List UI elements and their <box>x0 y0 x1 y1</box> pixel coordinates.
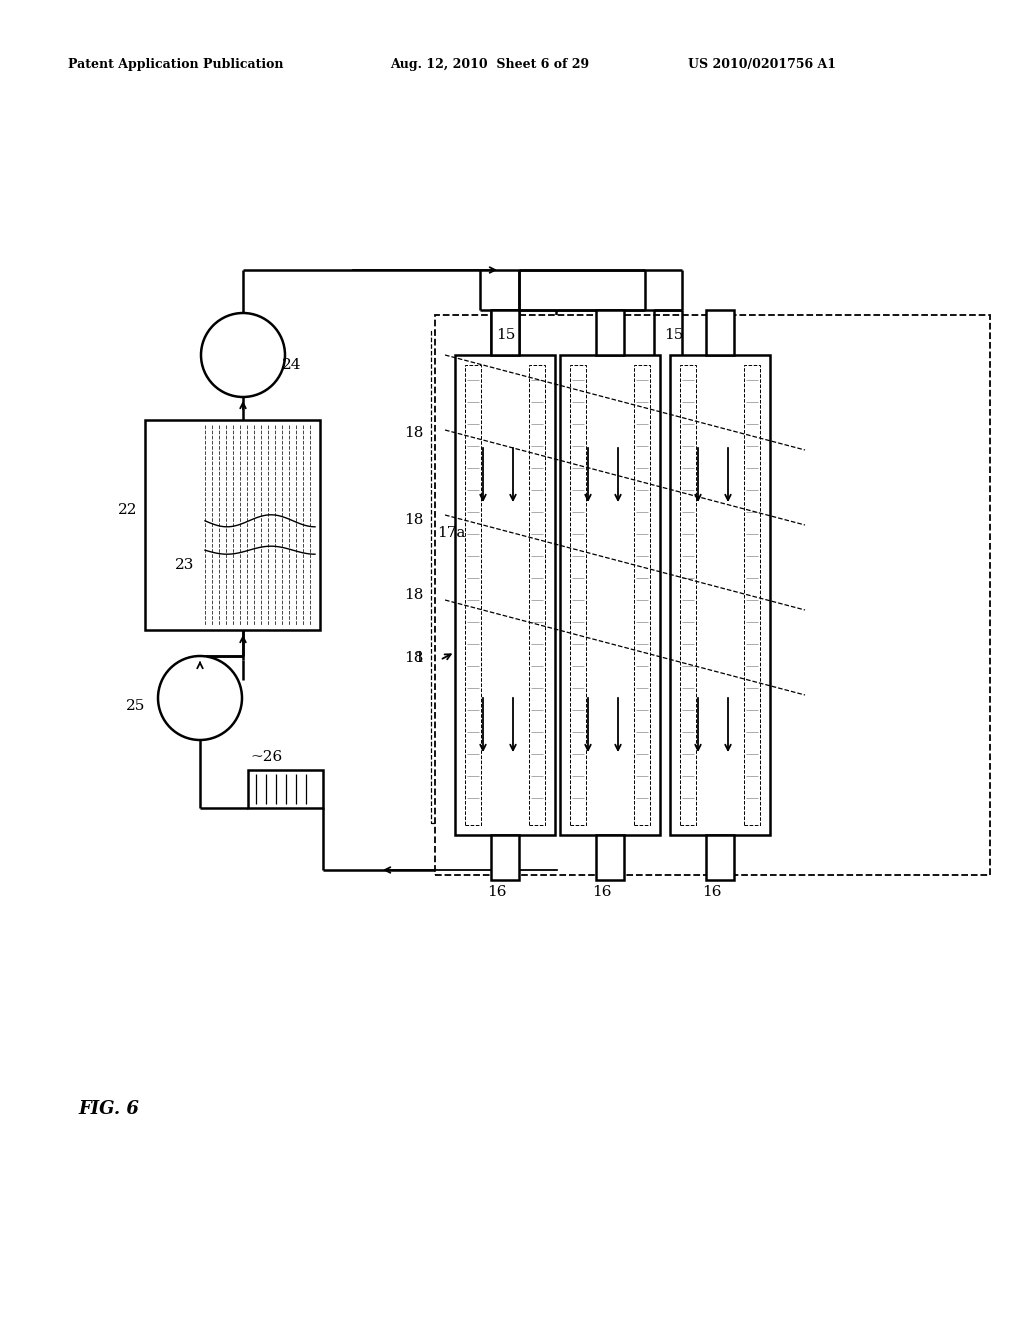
Bar <box>455 355 555 836</box>
Text: 24: 24 <box>282 358 301 372</box>
Text: Patent Application Publication: Patent Application Publication <box>68 58 284 71</box>
Bar <box>706 836 734 880</box>
Text: FIG. 6: FIG. 6 <box>78 1100 139 1118</box>
Text: ~26: ~26 <box>250 750 283 764</box>
Bar <box>443 343 549 829</box>
Text: 25: 25 <box>126 700 145 713</box>
Text: 15: 15 <box>496 327 515 342</box>
Circle shape <box>158 656 242 741</box>
Bar <box>145 420 319 630</box>
Bar <box>490 310 519 355</box>
Bar <box>744 366 760 825</box>
Bar <box>706 310 734 355</box>
Text: US 2010/0201756 A1: US 2010/0201756 A1 <box>688 58 836 71</box>
Text: Aug. 12, 2010  Sheet 6 of 29: Aug. 12, 2010 Sheet 6 of 29 <box>390 58 589 71</box>
Bar <box>596 836 624 880</box>
Bar <box>570 366 586 825</box>
Bar <box>435 315 990 875</box>
Bar <box>560 355 660 836</box>
Circle shape <box>201 313 285 397</box>
Text: 18: 18 <box>404 651 423 665</box>
Text: 15: 15 <box>664 327 683 342</box>
Text: 1: 1 <box>414 651 424 665</box>
Text: 18: 18 <box>404 587 423 602</box>
Text: 16: 16 <box>702 884 722 899</box>
Bar <box>596 310 624 355</box>
Bar <box>490 836 519 880</box>
Bar <box>634 366 650 825</box>
Text: 22: 22 <box>118 503 137 517</box>
Text: 16: 16 <box>487 884 507 899</box>
Bar <box>548 343 654 829</box>
Bar <box>680 366 696 825</box>
Bar <box>465 366 481 825</box>
Bar <box>529 366 545 825</box>
Text: 23: 23 <box>175 558 195 572</box>
Bar <box>670 355 770 836</box>
Text: 18: 18 <box>404 426 423 440</box>
Text: 18: 18 <box>404 513 423 527</box>
Text: 17a: 17a <box>437 525 465 540</box>
Text: 16: 16 <box>592 884 611 899</box>
Bar <box>431 331 543 822</box>
Bar <box>248 770 323 808</box>
